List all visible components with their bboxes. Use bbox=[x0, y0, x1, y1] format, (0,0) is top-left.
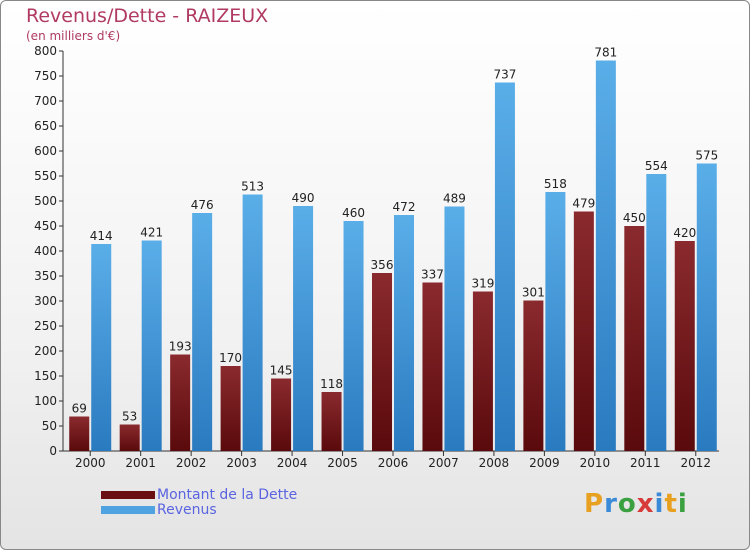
debt-bar bbox=[170, 354, 191, 451]
revenue-value-label: 472 bbox=[393, 200, 416, 214]
x-tick-label: 2004 bbox=[277, 456, 308, 470]
debt-value-label: 193 bbox=[169, 340, 192, 354]
y-tick-label: 600 bbox=[34, 144, 57, 158]
revenue-value-label: 421 bbox=[140, 226, 163, 240]
revenue-bar bbox=[595, 60, 616, 451]
x-tick-label: 2003 bbox=[226, 456, 257, 470]
y-tick-label: 550 bbox=[34, 169, 57, 183]
x-tick-label: 2009 bbox=[529, 456, 560, 470]
revenue-value-label: 476 bbox=[191, 198, 214, 212]
debt-value-label: 356 bbox=[371, 258, 394, 272]
y-tick-label: 750 bbox=[34, 69, 57, 83]
y-tick-label: 400 bbox=[34, 244, 57, 258]
chart-legend: Montant de la Dette Revenus bbox=[101, 486, 298, 518]
revenue-bar bbox=[242, 194, 263, 451]
revenue-value-label: 489 bbox=[443, 192, 466, 206]
debt-value-label: 118 bbox=[320, 377, 343, 391]
debt-bar bbox=[372, 273, 392, 451]
revenue-bar bbox=[192, 213, 213, 451]
revenue-value-label: 554 bbox=[645, 159, 668, 173]
debt-value-label: 53 bbox=[122, 410, 137, 424]
revenue-bar bbox=[494, 82, 515, 451]
proxiti-logo: Proxiti bbox=[584, 489, 688, 519]
debt-bar bbox=[624, 226, 645, 451]
legend-item-revenue: Revenus bbox=[101, 501, 297, 518]
debt-bar bbox=[271, 378, 292, 451]
debt-bar bbox=[422, 282, 443, 451]
debt-bar bbox=[472, 291, 493, 451]
x-tick-label: 2011 bbox=[630, 456, 661, 470]
x-tick-label: 2010 bbox=[580, 456, 611, 470]
legend-label-debt: Montant de la Dette bbox=[157, 486, 298, 503]
debt-bar bbox=[523, 300, 544, 451]
revenue-bar bbox=[91, 244, 112, 451]
revenue-value-label: 460 bbox=[342, 206, 365, 220]
debt-bar bbox=[69, 416, 90, 451]
revenue-value-label: 513 bbox=[241, 180, 264, 194]
debt-value-label: 337 bbox=[421, 268, 444, 282]
debt-bar bbox=[321, 392, 342, 451]
x-tick-label: 2006 bbox=[378, 456, 409, 470]
revenue-value-label: 575 bbox=[695, 149, 718, 163]
x-tick-label: 2005 bbox=[327, 456, 358, 470]
debt-value-label: 420 bbox=[673, 226, 696, 240]
y-tick-label: 650 bbox=[34, 119, 57, 133]
revenue-value-label: 737 bbox=[493, 68, 516, 82]
chart-subtitle: (en milliers d'€) bbox=[26, 29, 121, 43]
y-tick-label: 500 bbox=[34, 194, 57, 208]
chart-title: Revenus/Dette - RAIZEUX bbox=[26, 5, 269, 27]
x-tick-label: 2001 bbox=[125, 456, 156, 470]
debt-value-label: 145 bbox=[270, 364, 293, 378]
debt-bar bbox=[573, 211, 594, 451]
legend-item-debt: Montant de la Dette bbox=[101, 486, 298, 503]
revenue-bar bbox=[444, 206, 465, 451]
revenue-value-label: 781 bbox=[594, 46, 617, 60]
x-tick-label: 2002 bbox=[176, 456, 207, 470]
debt-value-label: 69 bbox=[72, 402, 87, 416]
y-tick-label: 150 bbox=[34, 369, 57, 383]
y-tick-label: 0 bbox=[49, 444, 57, 458]
y-tick-label: 700 bbox=[34, 94, 57, 108]
y-tick-label: 200 bbox=[34, 344, 57, 358]
revenue-bar bbox=[646, 174, 667, 451]
debt-value-label: 479 bbox=[572, 197, 595, 211]
legend-swatch-debt bbox=[101, 490, 155, 499]
legend-label-revenue: Revenus bbox=[157, 501, 217, 518]
y-tick-label: 50 bbox=[42, 419, 57, 433]
y-tick-label: 800 bbox=[34, 44, 57, 58]
legend-swatch-revenue bbox=[101, 505, 155, 514]
debt-bar bbox=[119, 424, 140, 451]
debt-value-label: 450 bbox=[623, 211, 646, 225]
revenue-value-label: 414 bbox=[90, 229, 113, 243]
y-tick-label: 250 bbox=[34, 319, 57, 333]
revenue-bar bbox=[545, 192, 566, 451]
y-tick-label: 350 bbox=[34, 269, 57, 283]
debt-bar bbox=[220, 366, 241, 451]
x-tick-label: 2007 bbox=[428, 456, 459, 470]
x-tick-label: 2012 bbox=[680, 456, 711, 470]
y-tick-label: 100 bbox=[34, 394, 57, 408]
debt-bar bbox=[674, 241, 695, 451]
revenue-bar bbox=[696, 163, 717, 451]
revenue-bar bbox=[343, 221, 364, 451]
revenue-bar bbox=[141, 240, 162, 451]
revenue-bar bbox=[394, 215, 414, 451]
revenue-value-label: 490 bbox=[292, 191, 315, 205]
x-tick-label: 2000 bbox=[75, 456, 106, 470]
y-tick-label: 300 bbox=[34, 294, 57, 308]
x-tick-label: 2008 bbox=[479, 456, 510, 470]
debt-value-label: 319 bbox=[471, 277, 494, 291]
debt-value-label: 170 bbox=[219, 351, 242, 365]
revenue-value-label: 518 bbox=[544, 177, 567, 191]
debt-value-label: 301 bbox=[522, 286, 545, 300]
y-tick-label: 450 bbox=[34, 219, 57, 233]
revenue-bar bbox=[293, 206, 314, 451]
